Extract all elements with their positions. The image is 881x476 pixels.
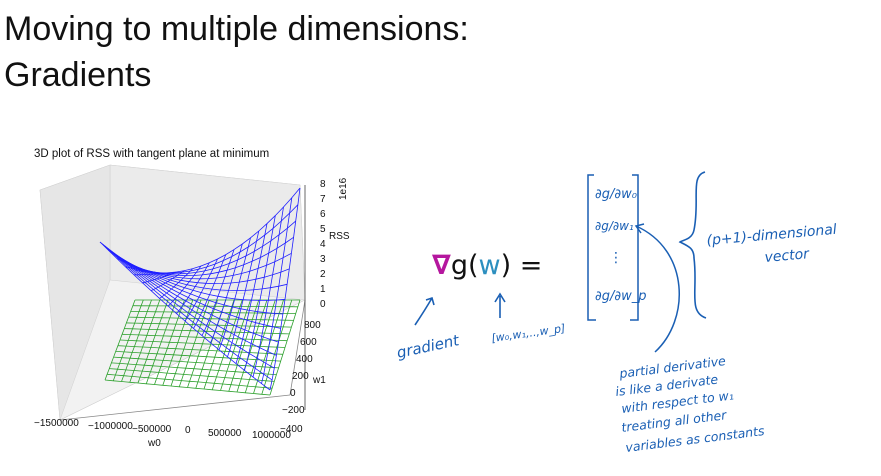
z-scale-label: 1e16: [338, 177, 349, 200]
mesh-line: [109, 368, 275, 382]
w1-tick: −400: [280, 424, 303, 435]
mesh-line: [102, 243, 273, 381]
w-vector-annotation: [w₀,w₁,..,w_p]: [491, 292, 566, 345]
mesh-line: [111, 362, 277, 375]
w0-tick: −500000: [132, 424, 172, 435]
mesh-line: [115, 351, 281, 362]
partial-w1: ∂g/∂w₁: [595, 219, 634, 233]
w1-tick: 600: [300, 337, 317, 348]
z-axis: 8 7 6 5 4 3 2 1 0 RSS 1e16: [320, 177, 350, 310]
slide-title-line2: Gradients: [4, 56, 152, 94]
w0-tick: 0: [185, 425, 191, 436]
z-tick: 0: [320, 299, 326, 310]
z-tick: 7: [320, 194, 326, 205]
rss-surface: [99, 187, 301, 391]
z-tick: 2: [320, 269, 326, 280]
partial-wp: ∂g/∂w_p: [595, 289, 646, 304]
gradient-label: gradient: [395, 331, 462, 362]
z-tick: 5: [320, 224, 326, 235]
gradient-annotation: gradient: [395, 296, 462, 362]
w1-axis-label: w1: [312, 375, 326, 386]
slide-title-line1: Moving to multiple dimensions:: [4, 10, 469, 48]
mesh-line: [117, 345, 283, 355]
dim-vector-line2: vector: [764, 246, 811, 266]
slide-title: Moving to multiple dimensions: Gradients: [4, 6, 469, 98]
w1-tick: −200: [282, 405, 305, 416]
mesh-line: [128, 316, 294, 321]
w0-tick: 1000000: [252, 430, 291, 441]
partial-derivative-note: partial derivative is like a derivate wi…: [615, 353, 766, 455]
partial-vector: ∂g/∂w₀ ∂g/∂w₁ ⋮ ∂g/∂w_p: [587, 174, 646, 321]
w0-tick: −1000000: [88, 421, 133, 432]
w1-tick: 200: [292, 371, 309, 382]
w1-tick: 800: [304, 320, 321, 331]
w1-axis: 800 600 400 200 0 −200 −400 w1: [280, 320, 326, 435]
z-tick: 8: [320, 179, 326, 190]
w0-axis-label: w0: [147, 438, 161, 449]
w-vector-label: [w₀,w₁,..,w_p]: [491, 322, 566, 345]
w1-tick: 0: [290, 388, 296, 399]
brace-annotation: (p+1)-dimensional vector: [678, 171, 837, 319]
w0-tick: 500000: [208, 428, 242, 439]
partial-w0: ∂g/∂w₀: [595, 187, 638, 202]
mesh-line: [124, 328, 290, 335]
nabla-symbol: ∇: [432, 250, 451, 281]
eq-close: ) =: [500, 250, 543, 281]
z-tick: 1: [320, 284, 326, 295]
mesh-line: [104, 245, 275, 369]
mesh-line: [132, 305, 298, 308]
z-tick: 6: [320, 209, 326, 220]
mesh-line: [104, 379, 271, 396]
z-tick: 4: [320, 239, 326, 250]
mesh-line: [113, 356, 279, 369]
gradient-equation: ∇g(w) =: [432, 250, 542, 281]
w0-tick: −1500000: [34, 418, 79, 429]
w0-axis: −1500000 −1000000 −500000 0 500000 10000…: [34, 418, 291, 449]
mesh-line: [134, 187, 301, 274]
eq-g-open: g(: [450, 250, 479, 281]
partial-dots: ⋮: [609, 250, 623, 266]
plot-3d-box: [39, 164, 306, 421]
mesh-line: [99, 241, 271, 391]
dim-vector-line1: (p+1)-dimensional: [706, 222, 837, 249]
note-arrow: [634, 223, 680, 353]
z-axis-label: RSS: [329, 231, 350, 242]
eq-w: w: [478, 250, 501, 281]
plot-title: 3D plot of RSS with tangent plane at min…: [34, 148, 270, 160]
w1-tick: 400: [296, 354, 313, 365]
z-tick: 3: [320, 254, 326, 265]
mesh-line: [107, 373, 273, 389]
